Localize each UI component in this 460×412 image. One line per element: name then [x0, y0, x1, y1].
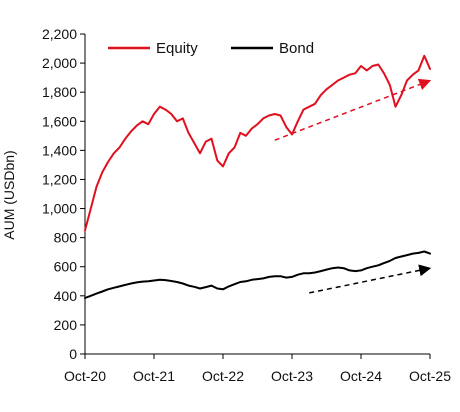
series-line-equity	[84, 54, 431, 232]
y-tick-label: 1,200	[42, 171, 77, 187]
x-tick-label: Oct-23	[271, 368, 313, 384]
series-line-bond	[84, 250, 431, 299]
legend-item-bond: Bond	[231, 40, 314, 57]
trend-arrow-equity	[274, 78, 432, 141]
trend-arrow-bond	[309, 264, 432, 294]
y-tick-label: 800	[54, 230, 78, 246]
legend-item-equity: Equity	[108, 40, 198, 57]
annotation-layer	[274, 78, 432, 294]
y-tick-label: 1,400	[42, 142, 77, 158]
y-tick-label: 600	[54, 259, 78, 275]
y-tick-label: 2,000	[42, 55, 77, 71]
y-tick-label: 2,200	[42, 26, 77, 42]
x-tick-label: Oct-24	[340, 368, 382, 384]
y-tick-label: 1,600	[42, 113, 77, 129]
y-axis-label: AUM (USDbn)	[1, 150, 17, 239]
legend-label-bond: Bond	[279, 40, 314, 57]
x-tick-label: Oct-20	[64, 368, 106, 384]
x-axis: Oct-20 Oct-21 Oct-22 Oct-23 Oct-24 Oct-25	[64, 353, 451, 384]
y-tick-label: 400	[54, 288, 78, 304]
y-tick-label: 1,000	[42, 201, 77, 217]
y-axis: 0 200 400 600 800 1,000 1,200 1,400 1,600 1,800 2,…	[42, 26, 86, 362]
y-tick-label: 200	[54, 317, 78, 333]
x-tick-label: Oct-21	[133, 368, 175, 384]
legend-label-equity: Equity	[156, 40, 198, 57]
y-tick-label: 1,800	[42, 84, 77, 100]
series-layer	[84, 54, 431, 299]
legend: Equity Bond	[108, 40, 314, 57]
y-tick-label: 0	[69, 346, 77, 362]
x-tick-label: Oct-25	[409, 368, 451, 384]
x-tick-label: Oct-22	[202, 368, 244, 384]
